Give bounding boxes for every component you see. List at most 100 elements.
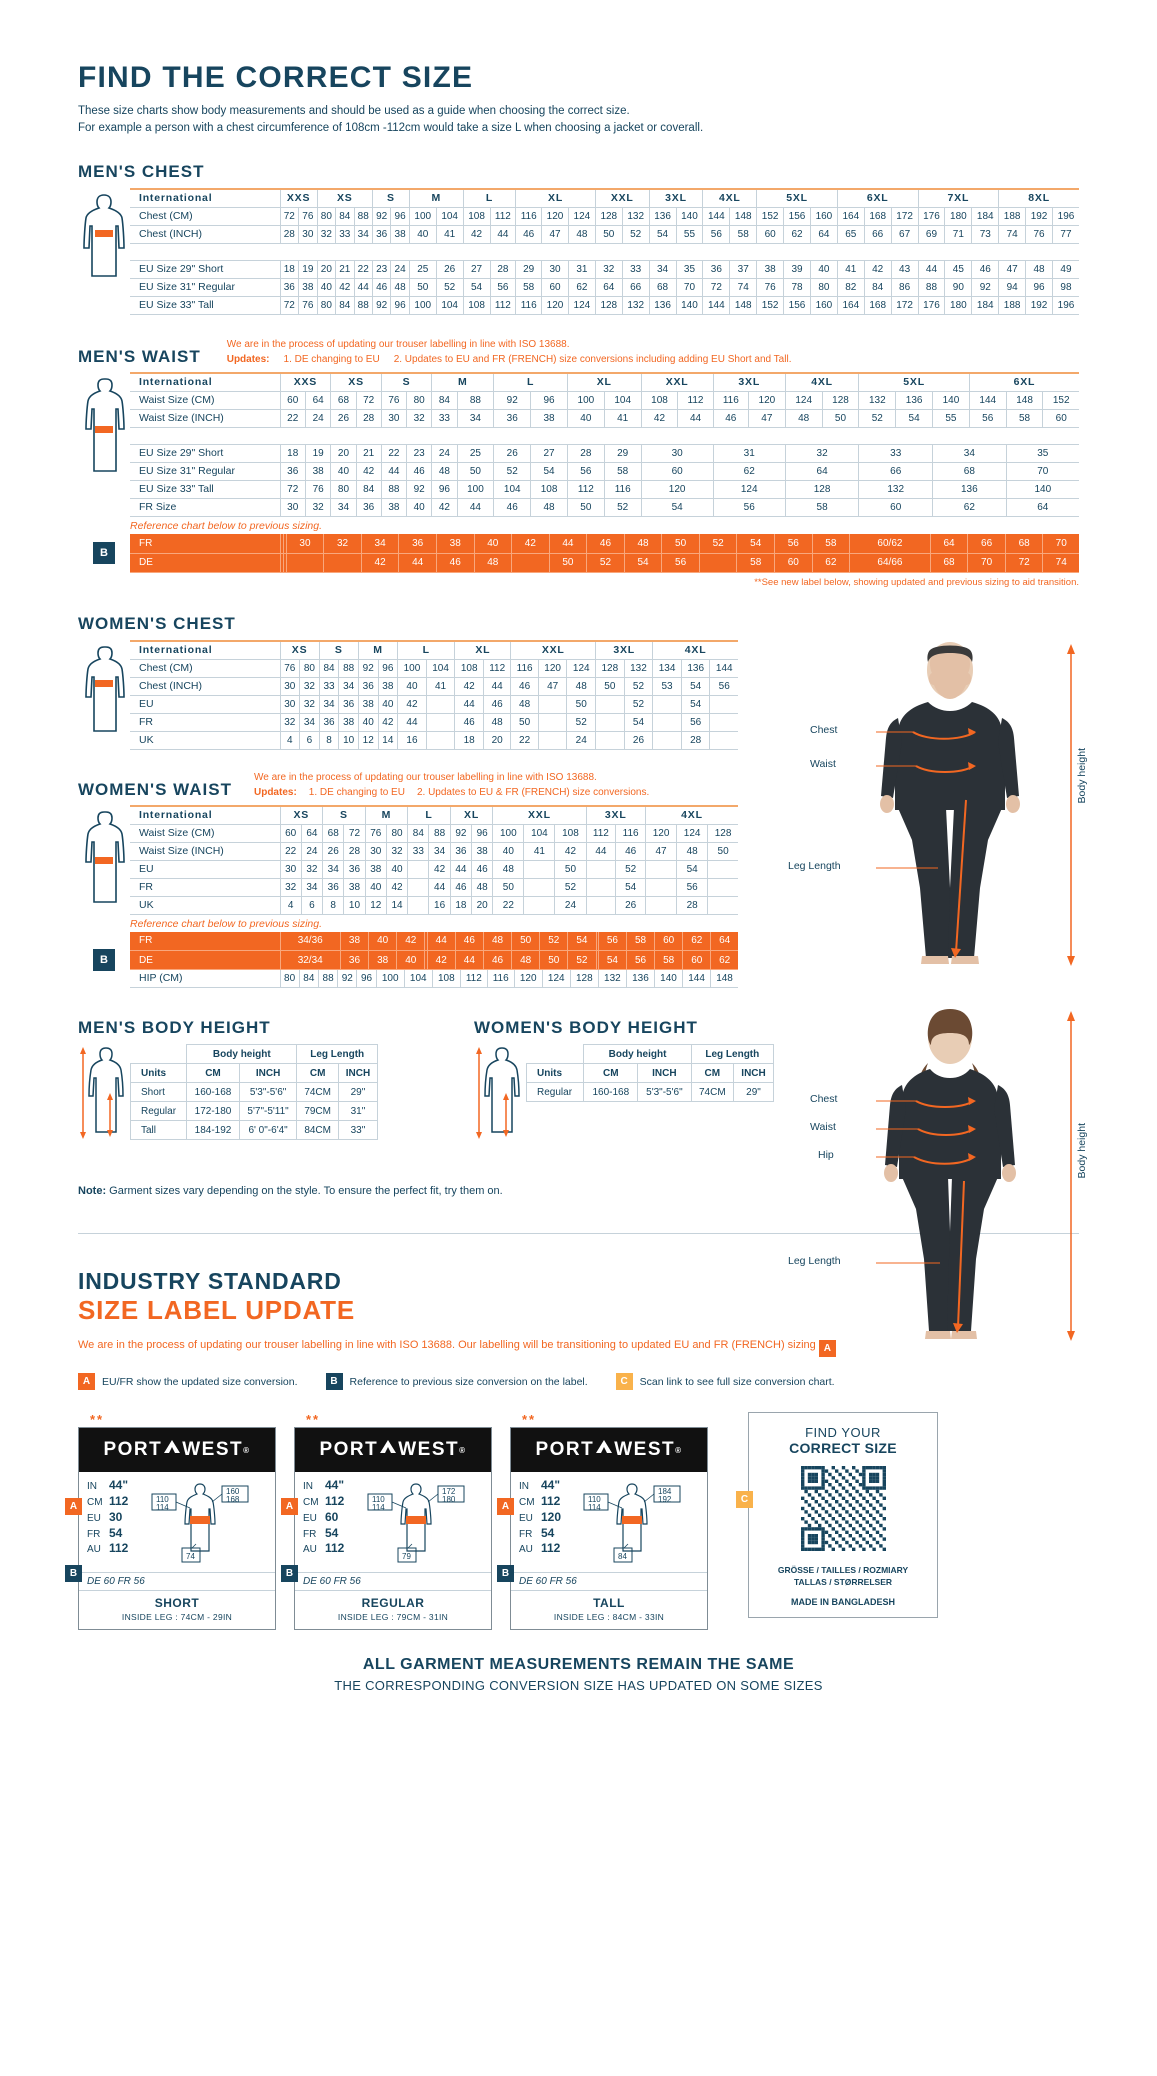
table-cell: 36 xyxy=(355,498,382,517)
table-cell xyxy=(280,428,1079,445)
table-row: EU Size 29" Short 18 19 20 21 22 23 24 25 26 27 28 2… xyxy=(130,260,1079,279)
table-cell: 62 xyxy=(783,225,811,244)
male-label-waist: Waist xyxy=(810,758,836,770)
label-size-row: AU 112 xyxy=(303,1541,344,1557)
legend-text-c: Scan link to see full size conversion ch… xyxy=(639,1375,835,1388)
svg-text:180: 180 xyxy=(442,1495,456,1504)
table-cell: 96 xyxy=(1025,278,1053,297)
lead-badge-a: A xyxy=(818,1340,836,1358)
table-cell: 112 xyxy=(489,296,516,315)
table-cell: 124 xyxy=(676,824,708,843)
label-box: PORT WEST ® IN 44" CM 112 EU 120 FR 54 AU 112 110 114 1… xyxy=(510,1427,708,1631)
table-cell: 38 xyxy=(530,409,568,428)
table-cell: 22 xyxy=(492,896,524,915)
table-header-cell: Units xyxy=(525,1063,585,1084)
womens-waist-title: WOMEN'S WAIST xyxy=(78,779,232,799)
table-cell xyxy=(645,878,677,897)
table-cell: 30 xyxy=(640,444,714,463)
table-cell: 41 xyxy=(523,842,555,861)
table-cell: 58 xyxy=(1005,409,1043,428)
table-cell: 84CM xyxy=(296,1120,339,1141)
table-cell: 50 xyxy=(548,553,587,573)
womens-hip-body: HIP (CM) 80 84 88 92 96 100 104 108 112 116 120 124 1… xyxy=(130,970,738,988)
table-header-cell: 3XL xyxy=(595,640,653,660)
legend-text-b: Reference to previous size conversion on… xyxy=(349,1375,588,1388)
table-cell: 52 xyxy=(554,878,586,897)
table-cell: 30 xyxy=(298,225,318,244)
table-cell: 28 xyxy=(676,896,708,915)
table-cell: 38 xyxy=(756,260,784,279)
table-cell: 42 xyxy=(511,534,550,554)
table-cell: 48 xyxy=(471,878,493,897)
intro-text: These size charts show body measurements… xyxy=(78,103,1079,139)
label-size-row: EU 120 xyxy=(519,1510,561,1526)
table-header-cell: International xyxy=(139,192,213,205)
label-previous-sizing: DE 60 FR 56 xyxy=(79,1572,275,1590)
table-header-cell: 4XL xyxy=(702,189,757,208)
womens-waist-ref-body: FR 34/36 38 40 42 44 46 48 50 52 54 56 58 60 62 64 DE 32/… xyxy=(130,931,738,971)
qr-title-line-1: FIND YOUR xyxy=(805,1425,881,1441)
table-cell: 38 xyxy=(338,713,359,732)
label-size-rows: IN 44" CM 112 EU 120 FR 54 AU 112 xyxy=(519,1478,561,1570)
table-cell: 33 xyxy=(858,444,933,463)
table-cell: 28 xyxy=(279,225,299,244)
table-cell: 180 xyxy=(944,207,972,226)
mens-waist-update-line: We are in the process of updating our tr… xyxy=(226,339,570,351)
size-header-row: International XXS XS S M L XL XXL 3XL 4XL 5XL 6XL 7X… xyxy=(130,189,1079,208)
table-cell: 8 xyxy=(318,731,339,750)
table-cell: Waist Size (INCH) xyxy=(139,412,224,425)
table-cell: 104 xyxy=(435,207,464,226)
label-size-key: FR xyxy=(87,1528,101,1540)
table-cell: 8 xyxy=(322,896,344,915)
size-label-update-title: SIZE LABEL UPDATE xyxy=(78,1295,355,1326)
table-cell: 144 xyxy=(702,207,730,226)
table-cell: 48 xyxy=(784,409,823,428)
table-cell: 92 xyxy=(971,278,999,297)
table-cell: 48 xyxy=(510,695,539,714)
label-size-row: IN 44" xyxy=(87,1478,128,1494)
table-cell: 132 xyxy=(858,480,933,499)
table-cell: 72 xyxy=(279,296,299,315)
table-cell: 31 xyxy=(567,260,596,279)
label-stars: ** xyxy=(306,1412,321,1428)
table-cell: 76 xyxy=(279,659,300,678)
table-cell: 70 xyxy=(675,278,703,297)
female-label-waist: Waist xyxy=(810,1121,836,1133)
legend-badge-a: A xyxy=(78,1373,95,1391)
table-cell: 73 xyxy=(971,225,999,244)
table-cell: 30 xyxy=(279,695,300,714)
qr-code-icon[interactable] xyxy=(757,1466,929,1556)
legend-badge-b: B xyxy=(325,1373,343,1391)
table-cell: 44 xyxy=(456,498,494,517)
brand-text: PORT WEST ® xyxy=(535,1439,683,1461)
table-cell: 58 xyxy=(736,553,775,573)
table-cell: 42 xyxy=(355,462,382,481)
label-size-rows: IN 44" CM 112 EU 30 FR 54 AU 112 xyxy=(87,1478,128,1570)
table-cell: 128 xyxy=(594,207,623,226)
table-cell: 22 xyxy=(353,260,373,279)
table-row: Waist Size (INCH) 22 24 26 28 30 32 33 34 36 38 40 4… xyxy=(130,842,738,861)
table-header-cell: S xyxy=(371,189,410,208)
table-cell: 48 xyxy=(623,534,662,554)
label-size-row: CM 112 xyxy=(303,1494,344,1510)
mens-waist-update-note: We are in the process of updating our tr… xyxy=(227,337,792,367)
table-cell: 41 xyxy=(435,225,464,244)
table-cell xyxy=(585,878,616,897)
table-cell: 48 xyxy=(511,950,540,971)
qr-title-line-2: CORRECT SIZE xyxy=(789,1440,897,1457)
table-cell: 24 xyxy=(566,731,596,750)
table-cell: 100 xyxy=(408,207,437,226)
table-cell: 45 xyxy=(944,260,972,279)
table-cell: 112 xyxy=(482,659,511,678)
table-cell: 34 xyxy=(932,444,1007,463)
table-cell: 44 xyxy=(677,409,714,428)
table-cell: 56 xyxy=(489,278,516,297)
table-cell: 62 xyxy=(710,950,738,971)
table-header-cell: 7XL xyxy=(917,189,999,208)
table-cell: 164 xyxy=(836,296,865,315)
label-size-key: FR xyxy=(303,1528,317,1540)
womens-chest-table: International XS S M L XL XXL 3XL 4XL Chest (CM) 7… xyxy=(130,640,738,750)
table-cell: 116 xyxy=(510,659,539,678)
table-header-cell: XXL xyxy=(640,373,714,392)
table-cell: 50 xyxy=(707,842,738,861)
